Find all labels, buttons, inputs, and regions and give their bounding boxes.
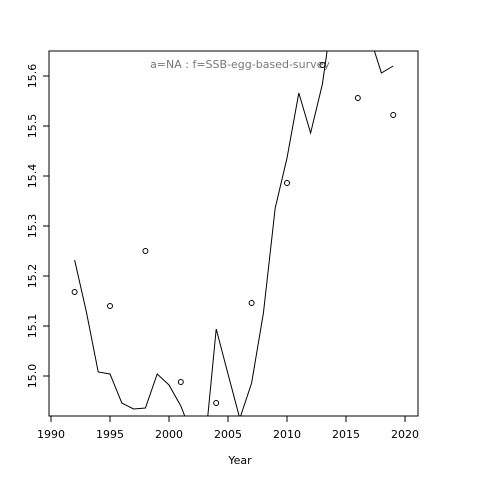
- observed-point: [213, 400, 220, 406]
- observed-point: [319, 62, 326, 68]
- x-tick-label: 1995: [96, 428, 124, 441]
- observed-point: [71, 289, 78, 295]
- plot-frame: [48, 50, 419, 417]
- x-tick-label: 2015: [332, 428, 360, 441]
- x-axis-label: Year: [227, 454, 252, 467]
- y-tick-label: 15.4: [26, 164, 39, 189]
- observed-point: [107, 303, 114, 309]
- observed-point: [248, 300, 255, 306]
- x-tick-label: 2000: [155, 428, 183, 441]
- y-tick-label: 15.6: [26, 64, 39, 89]
- annotation: a=NA : f=SSB-egg-based-survey: [150, 58, 330, 71]
- x-tick-label: 2010: [273, 428, 301, 441]
- y-tick-label: 15.5: [26, 114, 39, 139]
- observed-point: [390, 112, 397, 118]
- y-tick-label: 15.1: [26, 314, 39, 339]
- x-tick-label: 2020: [391, 428, 419, 441]
- y-tick-label: 15.3: [26, 214, 39, 239]
- observed-point: [354, 95, 361, 101]
- observed-point: [177, 379, 184, 385]
- observed-point: [284, 180, 291, 186]
- y-tick-label: 15.0: [26, 364, 39, 389]
- y-tick-label: 15.2: [26, 264, 39, 289]
- fitted-line: [74, 51, 394, 416]
- x-tick-label: 2005: [214, 428, 242, 441]
- plot-area: [71, 51, 397, 416]
- x-tick-label: 1990: [37, 428, 65, 441]
- observed-point: [142, 248, 149, 254]
